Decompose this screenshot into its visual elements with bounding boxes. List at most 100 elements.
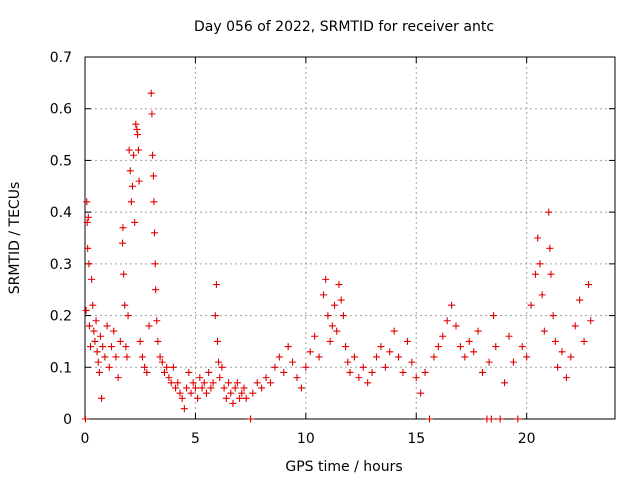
data-point	[84, 213, 92, 221]
data-point	[205, 368, 213, 376]
data-point	[191, 384, 199, 392]
data-point	[527, 301, 535, 309]
data-point	[306, 348, 314, 356]
data-point	[125, 146, 133, 154]
data-point	[322, 275, 330, 283]
y-axis-label: SRMTID / TECUs	[7, 182, 23, 295]
data-point	[267, 379, 274, 387]
data-point	[275, 353, 283, 361]
data-point	[551, 337, 559, 345]
data-point	[562, 374, 570, 382]
data-point	[85, 322, 93, 330]
data-point	[81, 415, 89, 423]
data-point	[84, 244, 92, 252]
data-point	[189, 379, 197, 387]
data-point	[218, 363, 226, 371]
data-point	[258, 384, 266, 392]
data-point	[448, 301, 456, 309]
data-point	[487, 415, 495, 423]
y-tick-label: 0.1	[50, 360, 72, 376]
data-point	[368, 368, 376, 376]
data-point	[126, 167, 134, 175]
data-point	[152, 286, 160, 294]
data-point	[496, 415, 504, 423]
data-point	[158, 358, 166, 366]
data-point	[91, 337, 99, 345]
data-point	[172, 384, 180, 392]
data-point	[161, 368, 168, 376]
data-point	[138, 353, 146, 361]
data-point	[456, 343, 464, 351]
data-point	[439, 332, 447, 340]
data-point	[262, 374, 270, 382]
data-point	[408, 358, 416, 366]
data-point	[240, 384, 248, 392]
data-point	[83, 218, 91, 226]
data-point	[143, 368, 151, 376]
data-point	[534, 234, 542, 242]
data-point	[176, 389, 184, 397]
data-point	[443, 317, 451, 325]
data-point	[567, 353, 575, 361]
data-point	[538, 291, 546, 299]
data-point	[114, 374, 122, 382]
y-tick-labels: 0 0.1 0.2 0.3 0.4 0.5 0.6 0.7	[50, 50, 72, 428]
data-point	[523, 353, 531, 361]
data-point	[124, 312, 132, 320]
data-point	[249, 389, 257, 397]
data-point	[434, 343, 442, 351]
y-tick-label: 0.6	[50, 102, 72, 118]
data-points	[81, 89, 595, 423]
data-point	[395, 353, 403, 361]
x-tick-label: 20	[518, 431, 536, 447]
data-point	[92, 317, 100, 325]
data-point	[212, 281, 220, 289]
data-point	[479, 368, 486, 376]
data-point	[229, 399, 237, 407]
data-point	[123, 353, 131, 361]
data-point	[96, 332, 104, 340]
data-point	[149, 151, 157, 159]
y-tick-label: 0.3	[50, 257, 72, 273]
data-point	[120, 270, 128, 278]
data-point	[151, 260, 159, 268]
data-point	[95, 368, 103, 376]
data-point	[492, 343, 500, 351]
data-point	[133, 125, 141, 133]
data-point	[326, 337, 334, 345]
data-point	[163, 363, 171, 371]
data-point	[119, 239, 127, 247]
data-point	[585, 281, 592, 289]
y-tick-label: 0.2	[50, 309, 72, 325]
data-point	[132, 120, 140, 128]
data-point	[333, 327, 341, 335]
data-point	[242, 394, 250, 402]
data-point	[82, 306, 90, 314]
data-point	[85, 260, 93, 268]
data-point	[198, 384, 206, 392]
data-point	[501, 379, 509, 387]
data-point	[485, 358, 493, 366]
data-point	[546, 244, 554, 252]
data-point	[328, 322, 336, 330]
data-point	[141, 363, 149, 371]
data-point	[297, 384, 305, 392]
data-point	[194, 394, 202, 402]
data-point	[576, 296, 584, 304]
data-point	[119, 224, 127, 232]
data-point	[233, 379, 241, 387]
data-point	[135, 177, 143, 185]
data-point	[571, 322, 579, 330]
x-tick-labels: 0 5 10 15 20	[81, 431, 536, 447]
data-point	[509, 358, 517, 366]
data-point	[271, 363, 279, 371]
axis-ticks	[84, 56, 615, 420]
data-point	[200, 379, 208, 387]
data-point	[93, 348, 101, 356]
data-point	[373, 353, 380, 361]
data-point	[324, 312, 332, 320]
data-point	[540, 327, 548, 335]
x-axis-label: GPS time / hours	[285, 459, 402, 475]
data-point	[131, 218, 139, 226]
y-tick-label: 0.4	[50, 205, 72, 221]
